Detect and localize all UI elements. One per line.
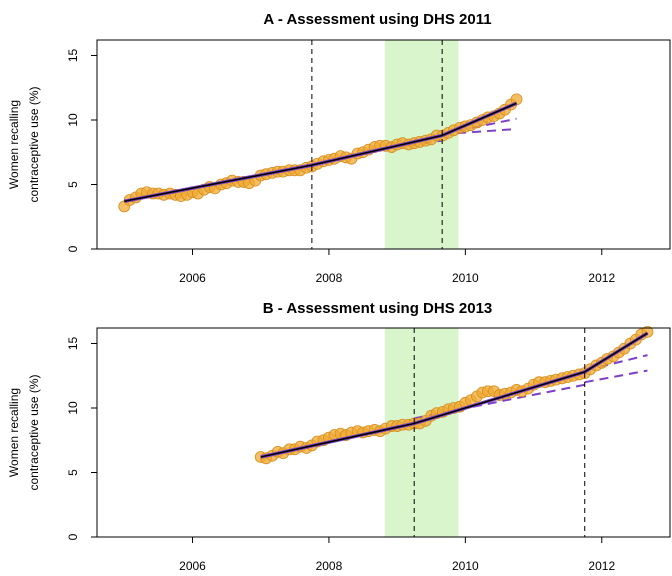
y-tick-label: 5 [66,181,80,188]
panel-a: 2006 2008 2010 2012 0 5 10 15 A - Assessment usi… [7,11,671,285]
y-axis-label: Women recalling [7,100,21,189]
x-tick-label: 2006 [179,559,206,573]
x-tick-label: 2012 [588,271,615,285]
x-tick-label: 2008 [316,271,343,285]
trend-line [584,369,648,384]
chart-title: B - Assessment using DHS 2013 [263,300,493,317]
y-tick-label: 0 [66,245,80,252]
y-tick-label: 0 [66,533,80,540]
x-tick-label: 2008 [316,559,343,573]
plot-frame [96,327,671,538]
fit-line [260,332,648,458]
trend-line [442,128,517,136]
x-tick-label: 2010 [452,559,479,573]
shaded-region [384,328,459,537]
y-tick-label: 15 [66,48,80,62]
plot-frame [96,39,671,250]
x-tick-label: 2012 [588,559,615,573]
y-axis-label: Women recalling [7,388,21,477]
y-axis-label: contraceptive use (%) [27,374,41,490]
y-tick-label: 10 [66,113,80,127]
trend-line [584,354,648,372]
y-tick-label: 10 [66,401,80,415]
chart-title: A - Assessment using DHS 2011 [263,11,491,28]
fit-line [124,102,517,203]
y-tick-label: 15 [66,336,80,350]
panel-b: 2006 2008 2010 2012 0 5 10 15 B - Assessment usi… [7,300,671,573]
y-tick-label: 5 [66,469,80,476]
x-tick-label: 2006 [179,271,206,285]
y-axis-label: contraceptive use (%) [27,86,41,202]
x-tick-label: 2010 [452,271,479,285]
